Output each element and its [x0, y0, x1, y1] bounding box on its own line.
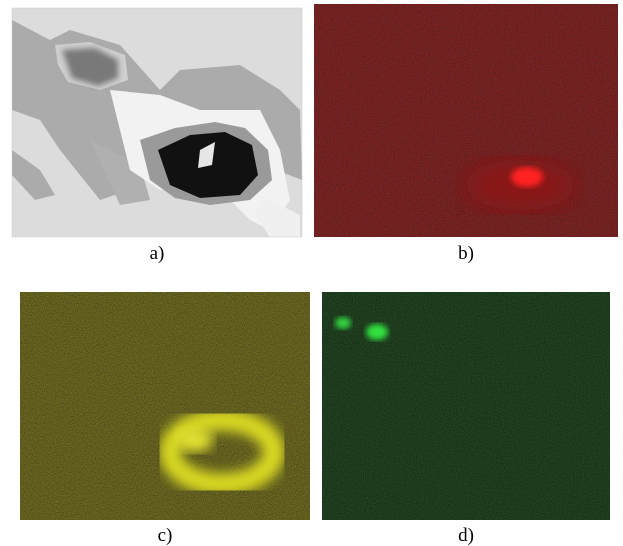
panel-label: a): [150, 243, 165, 264]
panel-label: c): [158, 525, 173, 546]
red-map: [314, 4, 618, 237]
green-map: [322, 292, 610, 520]
panel-label: d): [458, 525, 474, 546]
yellow-map: [20, 292, 310, 520]
sem-image: [12, 8, 302, 237]
panel-label: b): [458, 243, 474, 264]
page: a) b) c) d) (() => { const data = JSON.p…: [0, 0, 623, 546]
figure: a) b) c) d): [0, 0, 623, 546]
